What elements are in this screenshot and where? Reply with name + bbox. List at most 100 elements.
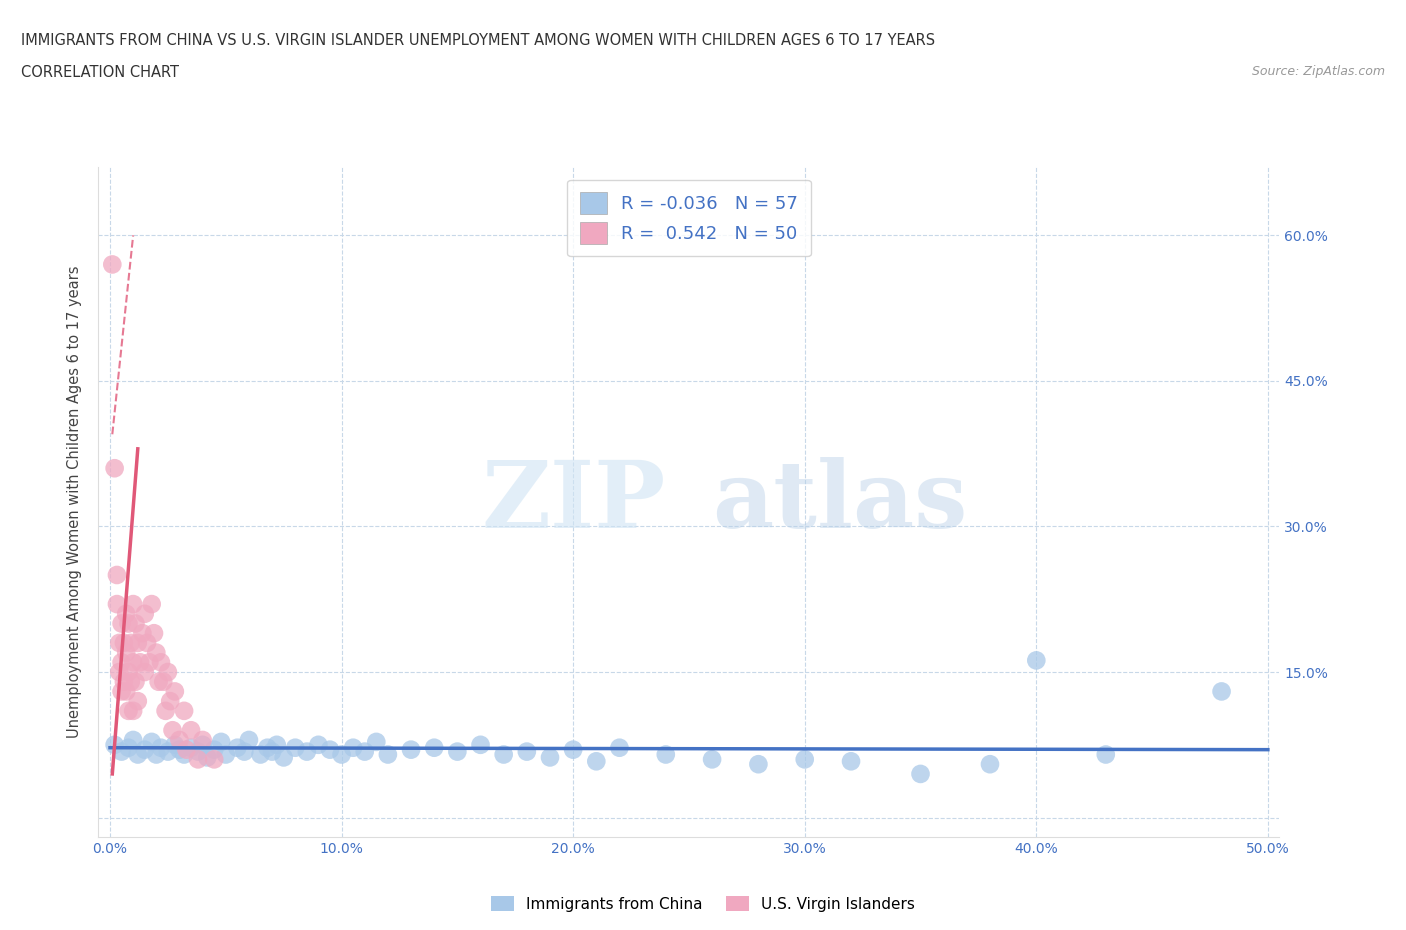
Point [492,747,515,762]
Point [108,635,131,650]
Point [122,703,145,718]
Point [163,737,186,752]
Point [149,655,172,670]
Point [1211,684,1233,698]
Legend: Immigrants from China, U.S. Virgin Islanders: Immigrants from China, U.S. Virgin Islan… [485,889,921,918]
Point [115,606,138,621]
Point [156,744,179,759]
Point [187,744,209,759]
Point [117,703,139,718]
Point [122,655,145,670]
Point [117,740,139,755]
Point [609,740,631,755]
Point [136,635,159,650]
Point [148,674,170,689]
Point [910,766,932,781]
Point [446,744,468,759]
Point [141,735,163,750]
Point [191,737,214,752]
Point [342,740,364,755]
Point [120,635,142,650]
Point [366,735,388,750]
Point [516,744,538,759]
Point [209,735,232,750]
Text: ZIP: ZIP [481,458,665,547]
Point [159,694,181,709]
Point [105,597,128,612]
Point [202,742,225,757]
Point [377,747,399,762]
Point [131,626,153,641]
Point [141,597,163,612]
Point [134,665,156,680]
Point [262,744,284,759]
Point [105,567,128,582]
Point [399,742,422,757]
Point [108,665,131,680]
Point [169,733,191,748]
Point [330,747,353,762]
Point [747,757,769,772]
Point [187,752,209,767]
Point [145,747,167,762]
Point [115,645,138,660]
Point [215,747,238,762]
Text: IMMIGRANTS FROM CHINA VS U.S. VIRGIN ISLANDER UNEMPLOYMENT AMONG WOMEN WITH CHIL: IMMIGRANTS FROM CHINA VS U.S. VIRGIN ISL… [21,33,935,47]
Legend: R = -0.036   N = 57, R =  0.542   N = 50: R = -0.036 N = 57, R = 0.542 N = 50 [567,179,811,257]
Point [104,737,127,752]
Point [120,674,142,689]
Point [163,684,186,698]
Point [127,635,149,650]
Point [112,674,135,689]
Point [156,665,179,680]
Point [266,737,288,752]
Point [1094,747,1116,762]
Point [655,747,678,762]
Point [110,744,132,759]
Point [233,744,256,759]
Point [353,744,375,759]
Point [700,752,723,767]
Point [180,723,202,737]
Point [562,742,585,757]
Point [979,757,1001,772]
Point [585,754,607,769]
Point [273,750,295,764]
Point [202,752,225,767]
Point [143,626,166,641]
Point [307,737,329,752]
Point [538,750,561,764]
Text: atlas: atlas [713,458,967,547]
Point [104,460,127,475]
Text: CORRELATION CHART: CORRELATION CHART [21,65,179,80]
Point [134,742,156,757]
Point [226,740,249,755]
Point [249,747,271,762]
Point [173,703,195,718]
Point [319,742,342,757]
Text: Source: ZipAtlas.com: Source: ZipAtlas.com [1251,65,1385,78]
Point [110,655,132,670]
Point [110,616,132,631]
Point [122,733,145,748]
Point [793,752,815,767]
Point [1025,653,1047,668]
Point [152,674,174,689]
Point [180,740,202,755]
Point [138,655,160,670]
Point [129,655,152,670]
Point [169,742,191,757]
Point [115,684,138,698]
Point [124,674,146,689]
Point [127,694,149,709]
Y-axis label: Unemployment Among Women with Children Ages 6 to 17 years: Unemployment Among Women with Children A… [67,266,83,738]
Point [124,616,146,631]
Point [470,737,492,752]
Point [238,733,260,748]
Point [162,723,184,737]
Point [117,665,139,680]
Point [145,645,167,660]
Point [112,635,135,650]
Point [127,747,149,762]
Point [423,740,446,755]
